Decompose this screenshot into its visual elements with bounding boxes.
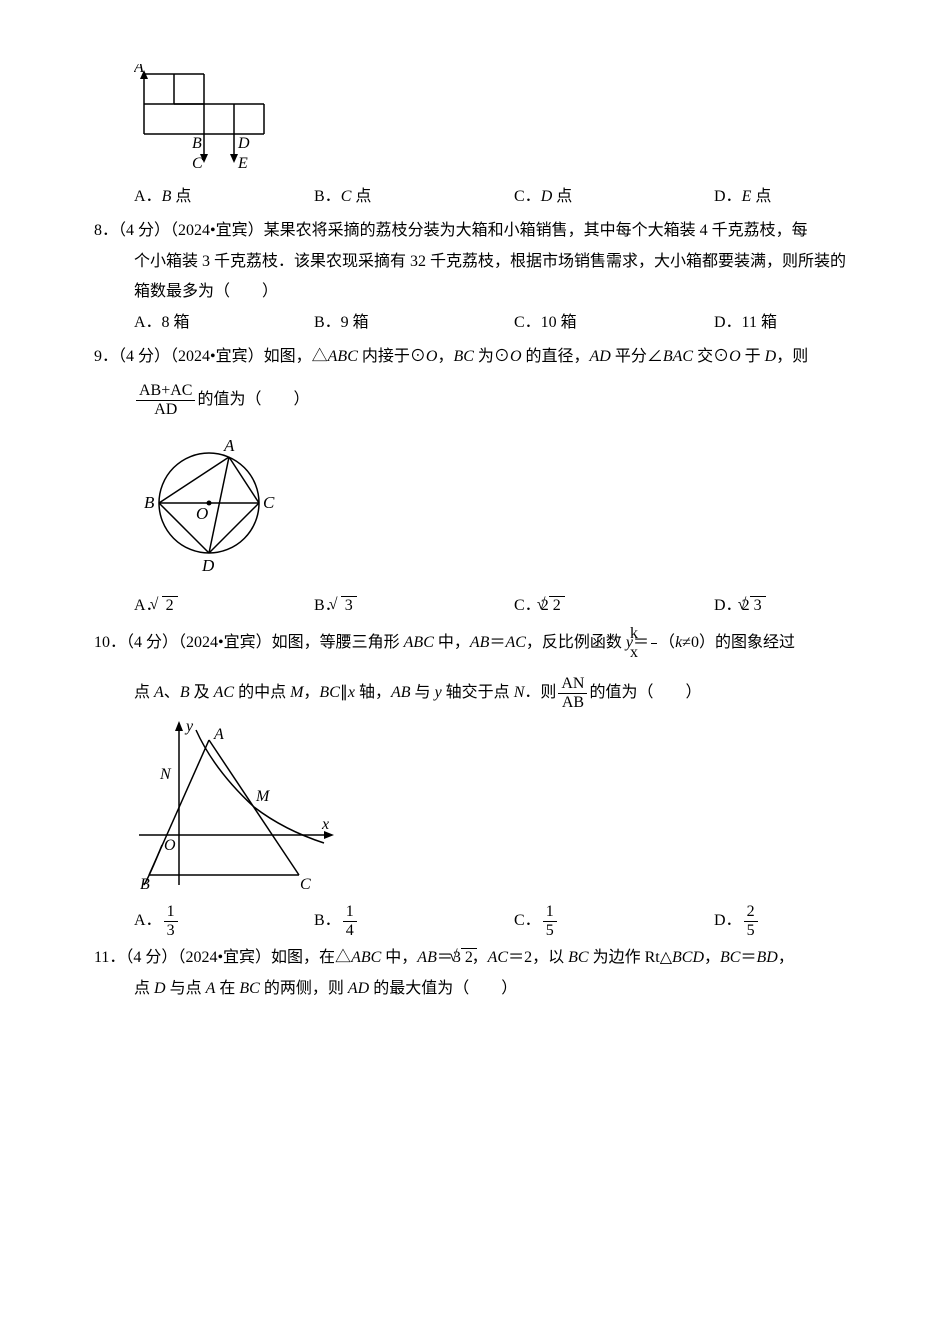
q9-option-D: D．2 3 √ xyxy=(714,591,874,621)
q9-figure: A B C D O xyxy=(70,423,880,583)
question-9: 9．（4 分）（2024•宜宾）如图，△ABC 内接于⊙O，BC 为⊙O 的直径… xyxy=(70,342,880,621)
q9-label-C: C xyxy=(263,493,275,512)
q10-svg: A B C M N O x y xyxy=(134,715,344,895)
q10-stem-2: 点 A、B 及 AC 的中点 M，BC∥x 轴，AB 与 y 轴交于点 N．则A… xyxy=(70,675,880,711)
q11-stem: 11．（4 分）（2024•宜宾）如图，在△ABC 中，AB＝3 2 √，AC＝… xyxy=(70,943,880,973)
q11-stem-2: 点 D 与点 A 在 BC 的两侧，则 AD 的最大值为（ ） xyxy=(70,974,880,1004)
q10-option-C: C．15 xyxy=(514,903,714,939)
q10-fraction-1: kx xyxy=(651,625,657,661)
q10-label-y: y xyxy=(184,718,194,735)
q9-label-B: B xyxy=(144,493,155,512)
q7-label-B: B xyxy=(192,135,202,152)
q10-label-N: N xyxy=(159,766,172,783)
q8-option-D: D．11 箱 xyxy=(714,308,874,338)
q10-option-B: B．14 xyxy=(314,903,514,939)
q7-option-B: B．C 点 xyxy=(314,182,514,212)
q8-stem: 8．（4 分）（2024•宜宾）某果农将采摘的荔枝分装为大箱和小箱销售，其中每个… xyxy=(70,216,880,246)
q9-label-D: D xyxy=(201,556,215,575)
q9-label-A: A xyxy=(223,436,235,455)
q7-label-C: C xyxy=(192,155,203,172)
q9-svg: A B C D O xyxy=(134,423,294,583)
q9-options: A． 2 √ B． 3 √ C．2 2 √ D．2 3 √ xyxy=(70,591,880,621)
q7-svg: A B C D E xyxy=(134,64,304,174)
q9-option-A: A． 2 √ xyxy=(134,591,314,621)
q10-label-C: C xyxy=(300,876,311,893)
q10-fraction-2: ANAB xyxy=(558,675,587,711)
question-7-continued: A B C D E A．B 点 B．C 点 C．D 点 D．E 点 xyxy=(70,64,880,212)
q10-option-A: A．13 xyxy=(134,903,314,939)
q7-options: A．B 点 B．C 点 C．D 点 D．E 点 xyxy=(70,182,880,212)
question-8: 8．（4 分）（2024•宜宾）某果农将采摘的荔枝分装为大箱和小箱销售，其中每个… xyxy=(70,216,880,338)
q7-label-D: D xyxy=(237,135,250,152)
q10-figure: A B C M N O x y xyxy=(70,715,880,895)
question-10: 10．（4 分）（2024•宜宾）如图，等腰三角形 ABC 中，AB＝AC，反比… xyxy=(70,625,880,940)
q10-option-D: D．25 xyxy=(714,903,874,939)
q10-label-M: M xyxy=(255,788,271,805)
q7-option-D: D．E 点 xyxy=(714,182,874,212)
q8-stem-3: 箱数最多为（ ） xyxy=(70,277,880,307)
q8-option-A: A．8 箱 xyxy=(134,308,314,338)
q9-stem-2: AB+AC AD 的值为（ ） xyxy=(70,382,880,418)
q10-label-B: B xyxy=(140,876,150,893)
q8-option-B: B．9 箱 xyxy=(314,308,514,338)
q10-label-A: A xyxy=(213,726,224,743)
q7-figure: A B C D E xyxy=(70,64,880,174)
q7-option-C: C．D 点 xyxy=(514,182,714,212)
question-11: 11．（4 分）（2024•宜宾）如图，在△ABC 中，AB＝3 2 √，AC＝… xyxy=(70,943,880,1004)
q10-options: A．13 B．14 C．15 D．25 xyxy=(70,903,880,939)
q9-label-O: O xyxy=(196,504,208,523)
q9-option-B: B． 3 √ xyxy=(314,591,514,621)
q9-stem: 9．（4 分）（2024•宜宾）如图，△ABC 内接于⊙O，BC 为⊙O 的直径… xyxy=(70,342,880,372)
q8-stem-2: 个小箱装 3 千克荔枝．该果农现采摘有 32 千克荔枝，根据市场销售需求，大小箱… xyxy=(70,247,880,277)
q9-option-C: C．2 2 √ xyxy=(514,591,714,621)
q10-label-O: O xyxy=(164,837,176,854)
q10-label-x: x xyxy=(321,816,329,833)
q8-options: A．8 箱 B．9 箱 C．10 箱 D．11 箱 xyxy=(70,308,880,338)
q7-label-E: E xyxy=(237,155,248,172)
q9-fraction: AB+AC AD xyxy=(136,382,195,418)
q10-stem: 10．（4 分）（2024•宜宾）如图，等腰三角形 ABC 中，AB＝AC，反比… xyxy=(70,625,880,661)
q7-label-A: A xyxy=(134,64,144,76)
q8-option-C: C．10 箱 xyxy=(514,308,714,338)
q7-option-A: A．B 点 xyxy=(134,182,314,212)
